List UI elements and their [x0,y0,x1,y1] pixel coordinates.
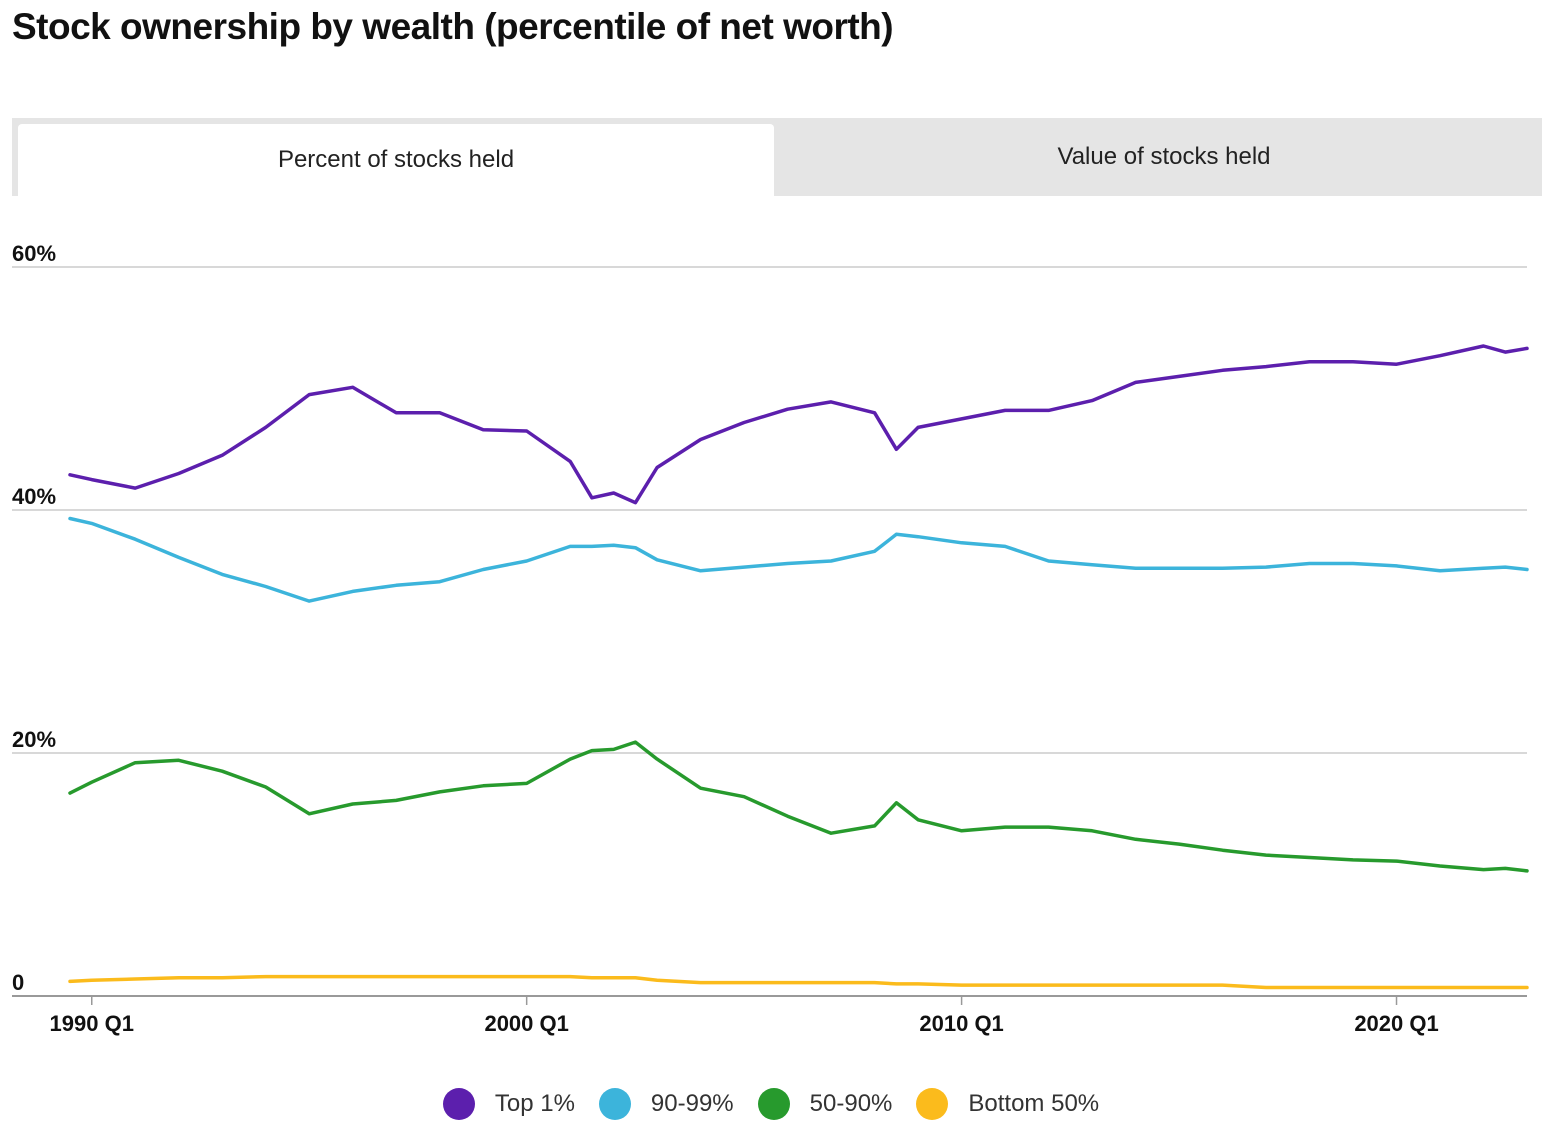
legend-label-bottom-50: Bottom 50% [968,1090,1100,1117]
series-line-bottom-50 [68,974,1529,990]
legend-swatch-90-99 [598,1088,631,1120]
series-line-90-99 [68,516,1529,603]
legend-item-50-90[interactable]: 50-90% [757,1088,893,1120]
tab-percent-of-stocks-held[interactable]: Percent of stocks held [18,124,774,196]
y-tick-label-40: 40% [12,484,56,509]
legend-item-bottom-50[interactable]: Bottom 50% [916,1088,1099,1120]
tab-bar: Percent of stocks held Value of stocks h… [12,118,1542,196]
legend-label-top-1: Top 1% [494,1090,575,1117]
y-tick-label-20: 20% [12,727,56,752]
series-line-top-1 [68,344,1529,505]
legend-swatch-bottom-50 [916,1088,949,1120]
legend-label-50-90: 50-90% [809,1090,893,1117]
legend: Top 1% 90-99% 50-90% Bottom 50% [0,1084,1542,1124]
chart-title: Stock ownership by wealth (percentile of… [12,6,894,47]
y-tick-label-0: 0 [12,970,24,995]
x-tick-label-2: 2010 Q1 [919,1011,1003,1036]
x-tick-label-3: 2020 Q1 [1354,1011,1438,1036]
legend-swatch-50-90 [757,1088,790,1120]
legend-item-90-99[interactable]: 90-99% [598,1088,734,1120]
y-tick-label-60: 60% [12,241,56,266]
legend-swatch-top-1 [442,1088,475,1120]
x-tick-label-0: 1990 Q1 [50,1011,134,1036]
line-chart: 0 20% 40% 60% 1990 Q1 2000 Q1 2010 Q1 2020 Q1 [12,241,1529,1036]
series-line-50-90 [68,740,1529,873]
x-tick-label-1: 2000 Q1 [484,1011,568,1036]
tab-value-of-stocks-held[interactable]: Value of stocks held [1057,143,1271,170]
legend-label-90-99: 90-99% [650,1090,734,1117]
legend-item-top-1[interactable]: Top 1% [442,1088,575,1120]
